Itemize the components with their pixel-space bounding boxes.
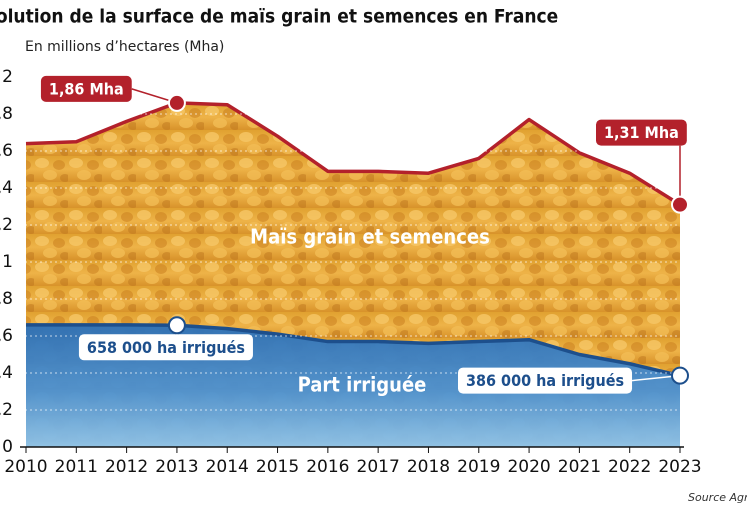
- x-tick-label: 2011: [55, 457, 98, 477]
- series-line: [26, 323, 681, 378]
- y-tick-label: 1,6: [0, 141, 13, 161]
- x-tick-label: 2019: [457, 457, 500, 477]
- x-tick-label: 2015: [256, 457, 299, 477]
- x-tick-label: 2021: [558, 457, 601, 477]
- x-tick-label: 2022: [608, 457, 651, 477]
- point: [167, 316, 186, 335]
- x-tick-label: 2013: [155, 457, 198, 477]
- y-tick-label: 0,8: [0, 289, 13, 309]
- x-tick-label: 2023: [658, 457, 701, 477]
- y-tick-label: 0,2: [0, 400, 13, 420]
- data-label: 658 000 ha irrigués: [87, 338, 245, 357]
- x-tick-label: 2016: [306, 457, 349, 477]
- y-tick-label: 1,4: [0, 178, 13, 198]
- data-label: 1,86 Mha: [49, 79, 124, 98]
- x-tick-label: 2010: [4, 457, 47, 477]
- data-label: 1,31 Mha: [604, 123, 679, 142]
- point: [671, 195, 689, 214]
- x-tick-label: 2018: [407, 457, 450, 477]
- point: [671, 366, 689, 385]
- y-tick-label: 1,8: [0, 104, 13, 124]
- label-box: [596, 119, 687, 146]
- y-tick-label: 1: [2, 252, 13, 272]
- series-label: Part irriguée: [298, 373, 427, 397]
- y-tick-label: 0: [2, 437, 13, 457]
- y-tick-label: 0,4: [0, 363, 13, 383]
- y-tick-label: 1,2: [0, 215, 13, 235]
- label-box: [458, 367, 633, 394]
- label-box: [40, 75, 132, 102]
- chart-subtitle: En millions d’hectares (Mha): [25, 39, 224, 55]
- point: [167, 93, 186, 112]
- chart-title: Évolution de la surface de maïs grain et…: [0, 5, 558, 28]
- series-label: Maïs grain et semences: [250, 225, 490, 249]
- x-tick-label: 2014: [206, 457, 249, 477]
- source: Source Agreste: [688, 491, 747, 504]
- x-tick-label: 2012: [105, 457, 148, 477]
- y-tick-label: 2: [2, 67, 13, 87]
- x-tick-label: 2020: [507, 457, 550, 477]
- label-box: [78, 334, 253, 361]
- series-line: [25, 101, 681, 207]
- y-tick-label: 0,6: [0, 326, 13, 346]
- x-tick-label: 2017: [357, 457, 400, 477]
- data-label: 386 000 ha irrigués: [466, 371, 624, 390]
